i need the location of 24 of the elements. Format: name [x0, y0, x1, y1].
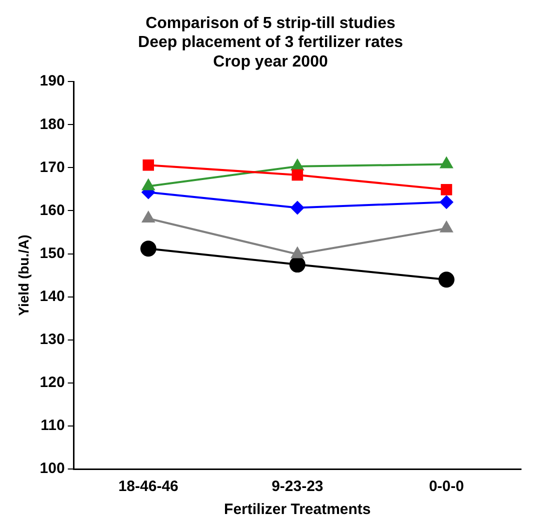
point: [142, 159, 154, 171]
y-tick-label: 130: [40, 331, 65, 348]
y-axis-title: Yield (bu./A): [15, 234, 32, 316]
y-tick-label: 190: [40, 72, 65, 90]
y-tick-label: 110: [40, 417, 65, 434]
point: [439, 195, 454, 210]
point: [290, 200, 304, 215]
point: [289, 256, 306, 273]
x-tick-label: 0-0-0: [428, 478, 464, 496]
y-tick-label: 170: [40, 158, 65, 176]
y-tick-label: 120: [40, 374, 65, 392]
chart-title: Comparison of 5 strip-till studies Deep placement of 3 fertilizer rates Crop year 2000: [138, 15, 404, 70]
y-tick-label: 140: [40, 288, 65, 305]
x-tick-label: 9-23-23: [272, 478, 324, 496]
point: [292, 169, 304, 181]
point: [140, 240, 156, 257]
y-tick-label: 160: [40, 202, 65, 219]
x-tick-label: 18-46-46: [118, 478, 178, 496]
y-tick-label: 180: [40, 116, 65, 133]
point: [440, 184, 452, 196]
point: [438, 272, 454, 288]
y-tick-label: 150: [40, 244, 65, 262]
x-axis-title: Fertilizer Treatments: [224, 501, 371, 518]
y-tick-label: 100: [40, 460, 65, 478]
